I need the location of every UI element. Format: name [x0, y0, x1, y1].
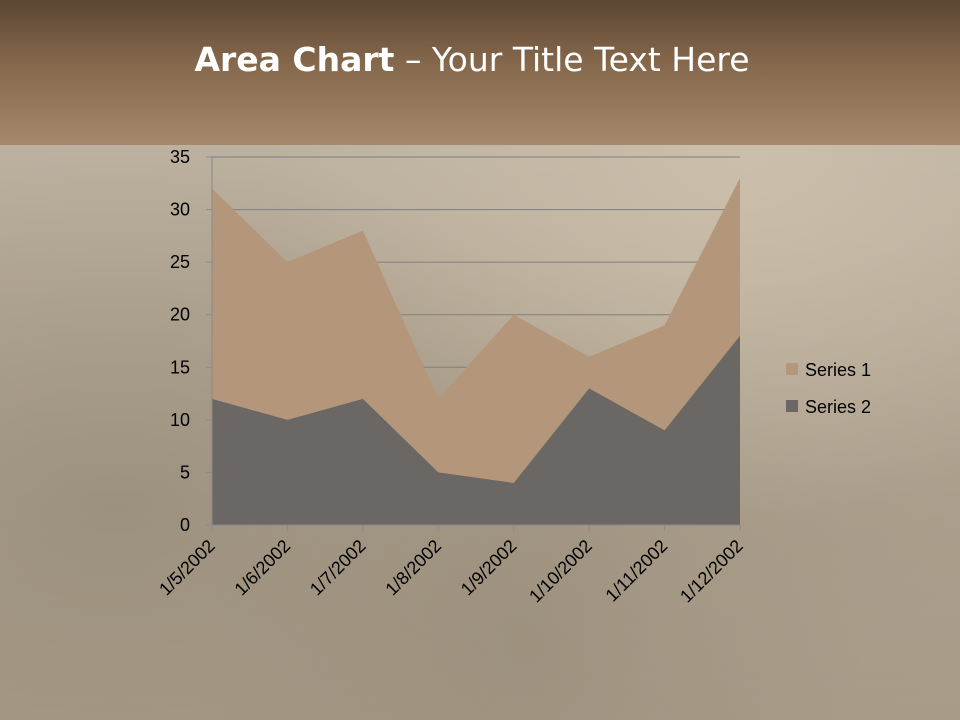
x-tick-label-7: 1/12/2002	[676, 536, 747, 607]
legend: Series 1 Series 2	[786, 360, 871, 417]
title-bar	[0, 0, 960, 145]
legend-label-2: Series 2	[805, 397, 871, 417]
x-tick-label-0: 1/5/2002	[155, 536, 219, 600]
x-tick-labels: 1/5/2002 1/6/2002 1/7/2002 1/8/2002 1/9/2002…	[155, 536, 747, 607]
x-tick-label-1: 1/6/2002	[231, 536, 295, 600]
y-tick-label-0: 0	[180, 515, 190, 535]
title-rest: – Your Title Text Here	[394, 40, 750, 79]
slide-title: Area Chart – Your Title Text Here	[0, 40, 944, 79]
y-tick-labels: 0 5 10 15 20 25 30 35	[170, 147, 190, 535]
y-tick-label-1: 5	[180, 462, 190, 482]
y-tick-label-3: 15	[170, 357, 190, 377]
y-tick-label-6: 30	[170, 200, 190, 220]
legend-label-1: Series 1	[805, 360, 871, 380]
x-tick-label-2: 1/7/2002	[306, 536, 370, 600]
x-tick-label-5: 1/10/2002	[525, 536, 596, 607]
x-tick-label-4: 1/9/2002	[457, 536, 521, 600]
y-tick-label-5: 25	[170, 252, 190, 272]
y-tick-label-7: 35	[170, 147, 190, 167]
chart-axes	[206, 156, 741, 531]
area-series-2	[212, 335, 740, 525]
x-tick-label-3: 1/8/2002	[381, 536, 445, 600]
title-bold: Area Chart	[194, 40, 395, 79]
legend-swatch-2	[786, 400, 798, 412]
x-tick-label-6: 1/11/2002	[602, 536, 672, 606]
legend-swatch-1	[786, 363, 798, 375]
y-tick-label-2: 10	[170, 410, 190, 430]
y-tick-label-4: 20	[170, 305, 190, 325]
chart-areas	[212, 178, 740, 525]
